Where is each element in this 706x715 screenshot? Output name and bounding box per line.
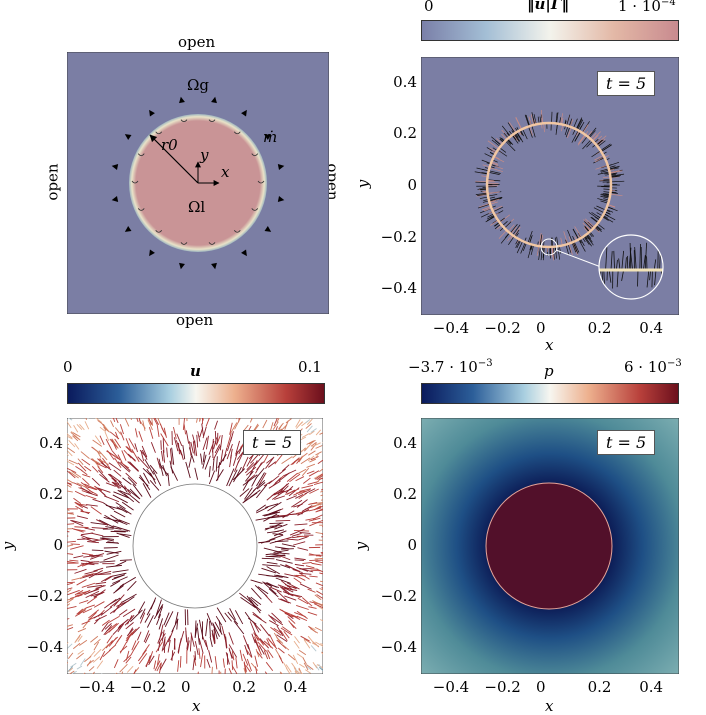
panel-b-colorbar-min: 0 xyxy=(424,0,434,15)
y-tick-label: 0.2 xyxy=(379,124,417,142)
y-tick-label: −0.2 xyxy=(25,587,63,605)
velocity-vector xyxy=(174,638,175,650)
panel-c-colorbar-min: 0 xyxy=(63,358,73,376)
x-tick-label: −0.2 xyxy=(130,678,166,696)
panel-b-colorbar-max-exp: −4 xyxy=(661,0,676,8)
schematic-y-label: y xyxy=(199,146,209,164)
panel-c-colorbar-max: 0.1 xyxy=(298,358,322,376)
r0-label: r0 xyxy=(161,136,178,154)
x-tick-label: −0.4 xyxy=(79,678,115,696)
panel-b-time-label: t = 5 xyxy=(597,71,655,96)
x-tick-label: −0.4 xyxy=(433,678,469,696)
x-tick-label: −0.2 xyxy=(484,678,520,696)
y-tick-label: 0.2 xyxy=(379,485,417,503)
x-tick-label: 0 xyxy=(181,678,191,696)
x-tick-label: 0 xyxy=(536,678,546,696)
x-tick-label: 0.4 xyxy=(639,319,663,337)
x-tick-label: 0.2 xyxy=(232,678,256,696)
y-tick-label: 0 xyxy=(379,536,417,554)
x-tick-label: −0.2 xyxy=(484,319,520,337)
panel-c-colorbar xyxy=(67,383,325,405)
panel-b-xlabel: x xyxy=(545,336,553,354)
panel-b-colorbar-max-base: 1 · 10 xyxy=(618,0,661,15)
panel-d-time-label: t = 5 xyxy=(597,430,655,455)
panel-a-schematic: Ωg Ωl r0 ṁ x y xyxy=(67,52,329,314)
panel-d-colorbar xyxy=(421,383,679,405)
panel-c-ylabel: y xyxy=(0,542,17,550)
panel-b-colorbar xyxy=(421,20,679,42)
panel-d-colorbar-max-base: 6 · 10 xyxy=(624,358,667,376)
x-tick-label: 0.4 xyxy=(639,678,663,696)
panel-d-colorbar-max-exp: −3 xyxy=(667,358,682,369)
y-tick-label: −0.4 xyxy=(25,638,63,656)
velocity-vector xyxy=(77,539,91,540)
velocity-vector xyxy=(71,544,80,545)
y-tick-label: 0 xyxy=(379,176,417,194)
y-tick-label: 0 xyxy=(25,536,63,554)
panel-d-colorbar-max: 6 · 10−3 xyxy=(624,358,682,376)
x-tick-label: −0.4 xyxy=(433,319,469,337)
y-tick-label: −0.2 xyxy=(379,587,417,605)
velocity-vector xyxy=(180,656,181,668)
x-tick-label: 0.2 xyxy=(588,678,612,696)
y-tick-label: 0.4 xyxy=(379,73,417,91)
y-tick-label: 0.4 xyxy=(379,434,417,452)
panel-c-xlabel: x xyxy=(192,697,200,715)
panel-d-colorbar-min-base: −3.7 · 10 xyxy=(408,358,478,376)
x-tick-label: 0.2 xyxy=(588,319,612,337)
velocity-vector xyxy=(269,523,283,524)
panel-c-colorbar-title: u xyxy=(190,362,201,380)
velocity-vector xyxy=(309,560,318,561)
panel-c-plot xyxy=(67,418,323,674)
schematic-x-label: x xyxy=(221,163,230,181)
panel-b-colorbar-max: 1 · 10−4 xyxy=(618,0,676,15)
panel-c-time-label: t = 5 xyxy=(243,430,301,455)
y-tick-label: 0.4 xyxy=(25,434,63,452)
panel-c-droplet xyxy=(133,484,257,608)
pressure-droplet xyxy=(486,483,612,609)
y-tick-label: −0.2 xyxy=(379,228,417,246)
panel-b-colorbar-title: ‖u|Γ‖ xyxy=(527,0,569,13)
omega-g-label: Ωg xyxy=(187,76,209,94)
mdot-label: ṁ xyxy=(263,128,277,146)
panel-a-top-label: open xyxy=(178,33,215,51)
velocity-vector xyxy=(195,651,196,660)
y-tick-label: −0.4 xyxy=(379,638,417,656)
x-tick-label: 0.4 xyxy=(283,678,307,696)
panel-a-left-label: open xyxy=(44,163,62,200)
y-tick-label: −0.4 xyxy=(379,279,417,297)
panel-d-colorbar-min: −3.7 · 10−3 xyxy=(408,358,493,376)
panel-d-xlabel: x xyxy=(545,697,553,715)
panel-d-colorbar-min-exp: −3 xyxy=(478,358,493,369)
panel-d-colorbar-title: p xyxy=(544,362,554,380)
x-tick-label: 0 xyxy=(536,319,546,337)
omega-l-label: Ωl xyxy=(188,198,205,216)
panel-d-plot xyxy=(421,418,679,674)
panel-b-ylabel: y xyxy=(354,180,372,188)
y-tick-label: 0.2 xyxy=(25,485,63,503)
panel-d-ylabel: y xyxy=(352,542,370,550)
